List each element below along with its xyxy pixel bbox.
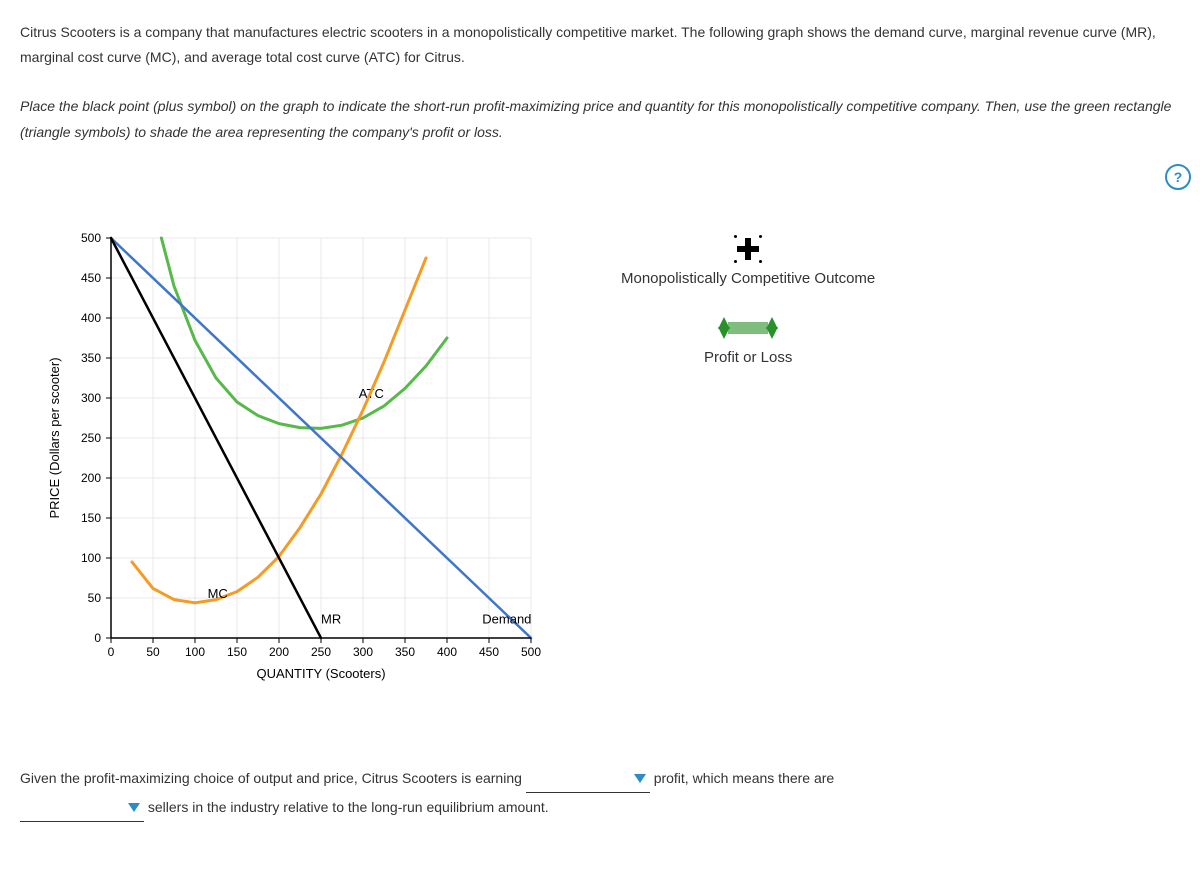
svg-text:450: 450 <box>81 271 101 285</box>
svg-text:0: 0 <box>108 645 115 659</box>
profit-rect-icon <box>718 317 778 339</box>
svg-text:200: 200 <box>81 471 101 485</box>
instruction-text: Place the black point (plus symbol) on t… <box>20 94 1180 144</box>
svg-text:350: 350 <box>81 351 101 365</box>
plus-icon <box>737 238 759 260</box>
svg-text:50: 50 <box>146 645 160 659</box>
footer-part2: profit, which means there are <box>654 770 835 786</box>
legend-point-label: Monopolistically Competitive Outcome <box>621 270 875 287</box>
graph-panel: ? ATCMCDemandMR0501001502002503003504004… <box>20 157 1200 732</box>
svg-text:450: 450 <box>479 645 499 659</box>
svg-text:500: 500 <box>521 645 541 659</box>
svg-text:300: 300 <box>81 391 101 405</box>
fill-in-sentence: Given the profit-maximizing choice of ou… <box>20 764 1180 822</box>
economics-chart[interactable]: ATCMCDemandMR050100150200250300350400450… <box>41 228 561 708</box>
svg-text:250: 250 <box>81 431 101 445</box>
svg-text:MR: MR <box>321 611 341 626</box>
svg-text:50: 50 <box>88 591 102 605</box>
svg-text:400: 400 <box>437 645 457 659</box>
help-button[interactable]: ? <box>1165 164 1191 190</box>
chevron-down-icon <box>634 774 646 784</box>
svg-text:150: 150 <box>81 511 101 525</box>
dropdown-sellers[interactable] <box>20 793 144 822</box>
svg-text:100: 100 <box>185 645 205 659</box>
svg-text:Demand: Demand <box>482 611 531 626</box>
svg-text:200: 200 <box>269 645 289 659</box>
chevron-down-icon <box>128 803 140 813</box>
svg-text:150: 150 <box>227 645 247 659</box>
svg-text:350: 350 <box>395 645 415 659</box>
svg-text:300: 300 <box>353 645 373 659</box>
legend-rect-tool[interactable]: Profit or Loss <box>621 317 875 366</box>
svg-text:250: 250 <box>311 645 331 659</box>
footer-part1: Given the profit-maximizing choice of ou… <box>20 770 526 786</box>
svg-text:PRICE (Dollars per scooter): PRICE (Dollars per scooter) <box>47 357 62 518</box>
svg-text:QUANTITY (Scooters): QUANTITY (Scooters) <box>256 666 385 681</box>
svg-text:0: 0 <box>94 631 101 645</box>
svg-text:400: 400 <box>81 311 101 325</box>
chart-container[interactable]: ATCMCDemandMR050100150200250300350400450… <box>41 228 561 711</box>
legend-rect-label: Profit or Loss <box>704 349 792 366</box>
legend: Monopolistically Competitive Outcome Pro… <box>621 238 875 396</box>
legend-point-tool[interactable]: Monopolistically Competitive Outcome <box>621 238 875 287</box>
dropdown-profit-type[interactable] <box>526 764 650 793</box>
svg-text:500: 500 <box>81 231 101 245</box>
svg-text:MC: MC <box>208 586 228 601</box>
svg-text:100: 100 <box>81 551 101 565</box>
footer-part3: sellers in the industry relative to the … <box>148 799 549 815</box>
description-text: Citrus Scooters is a company that manufa… <box>20 20 1180 70</box>
